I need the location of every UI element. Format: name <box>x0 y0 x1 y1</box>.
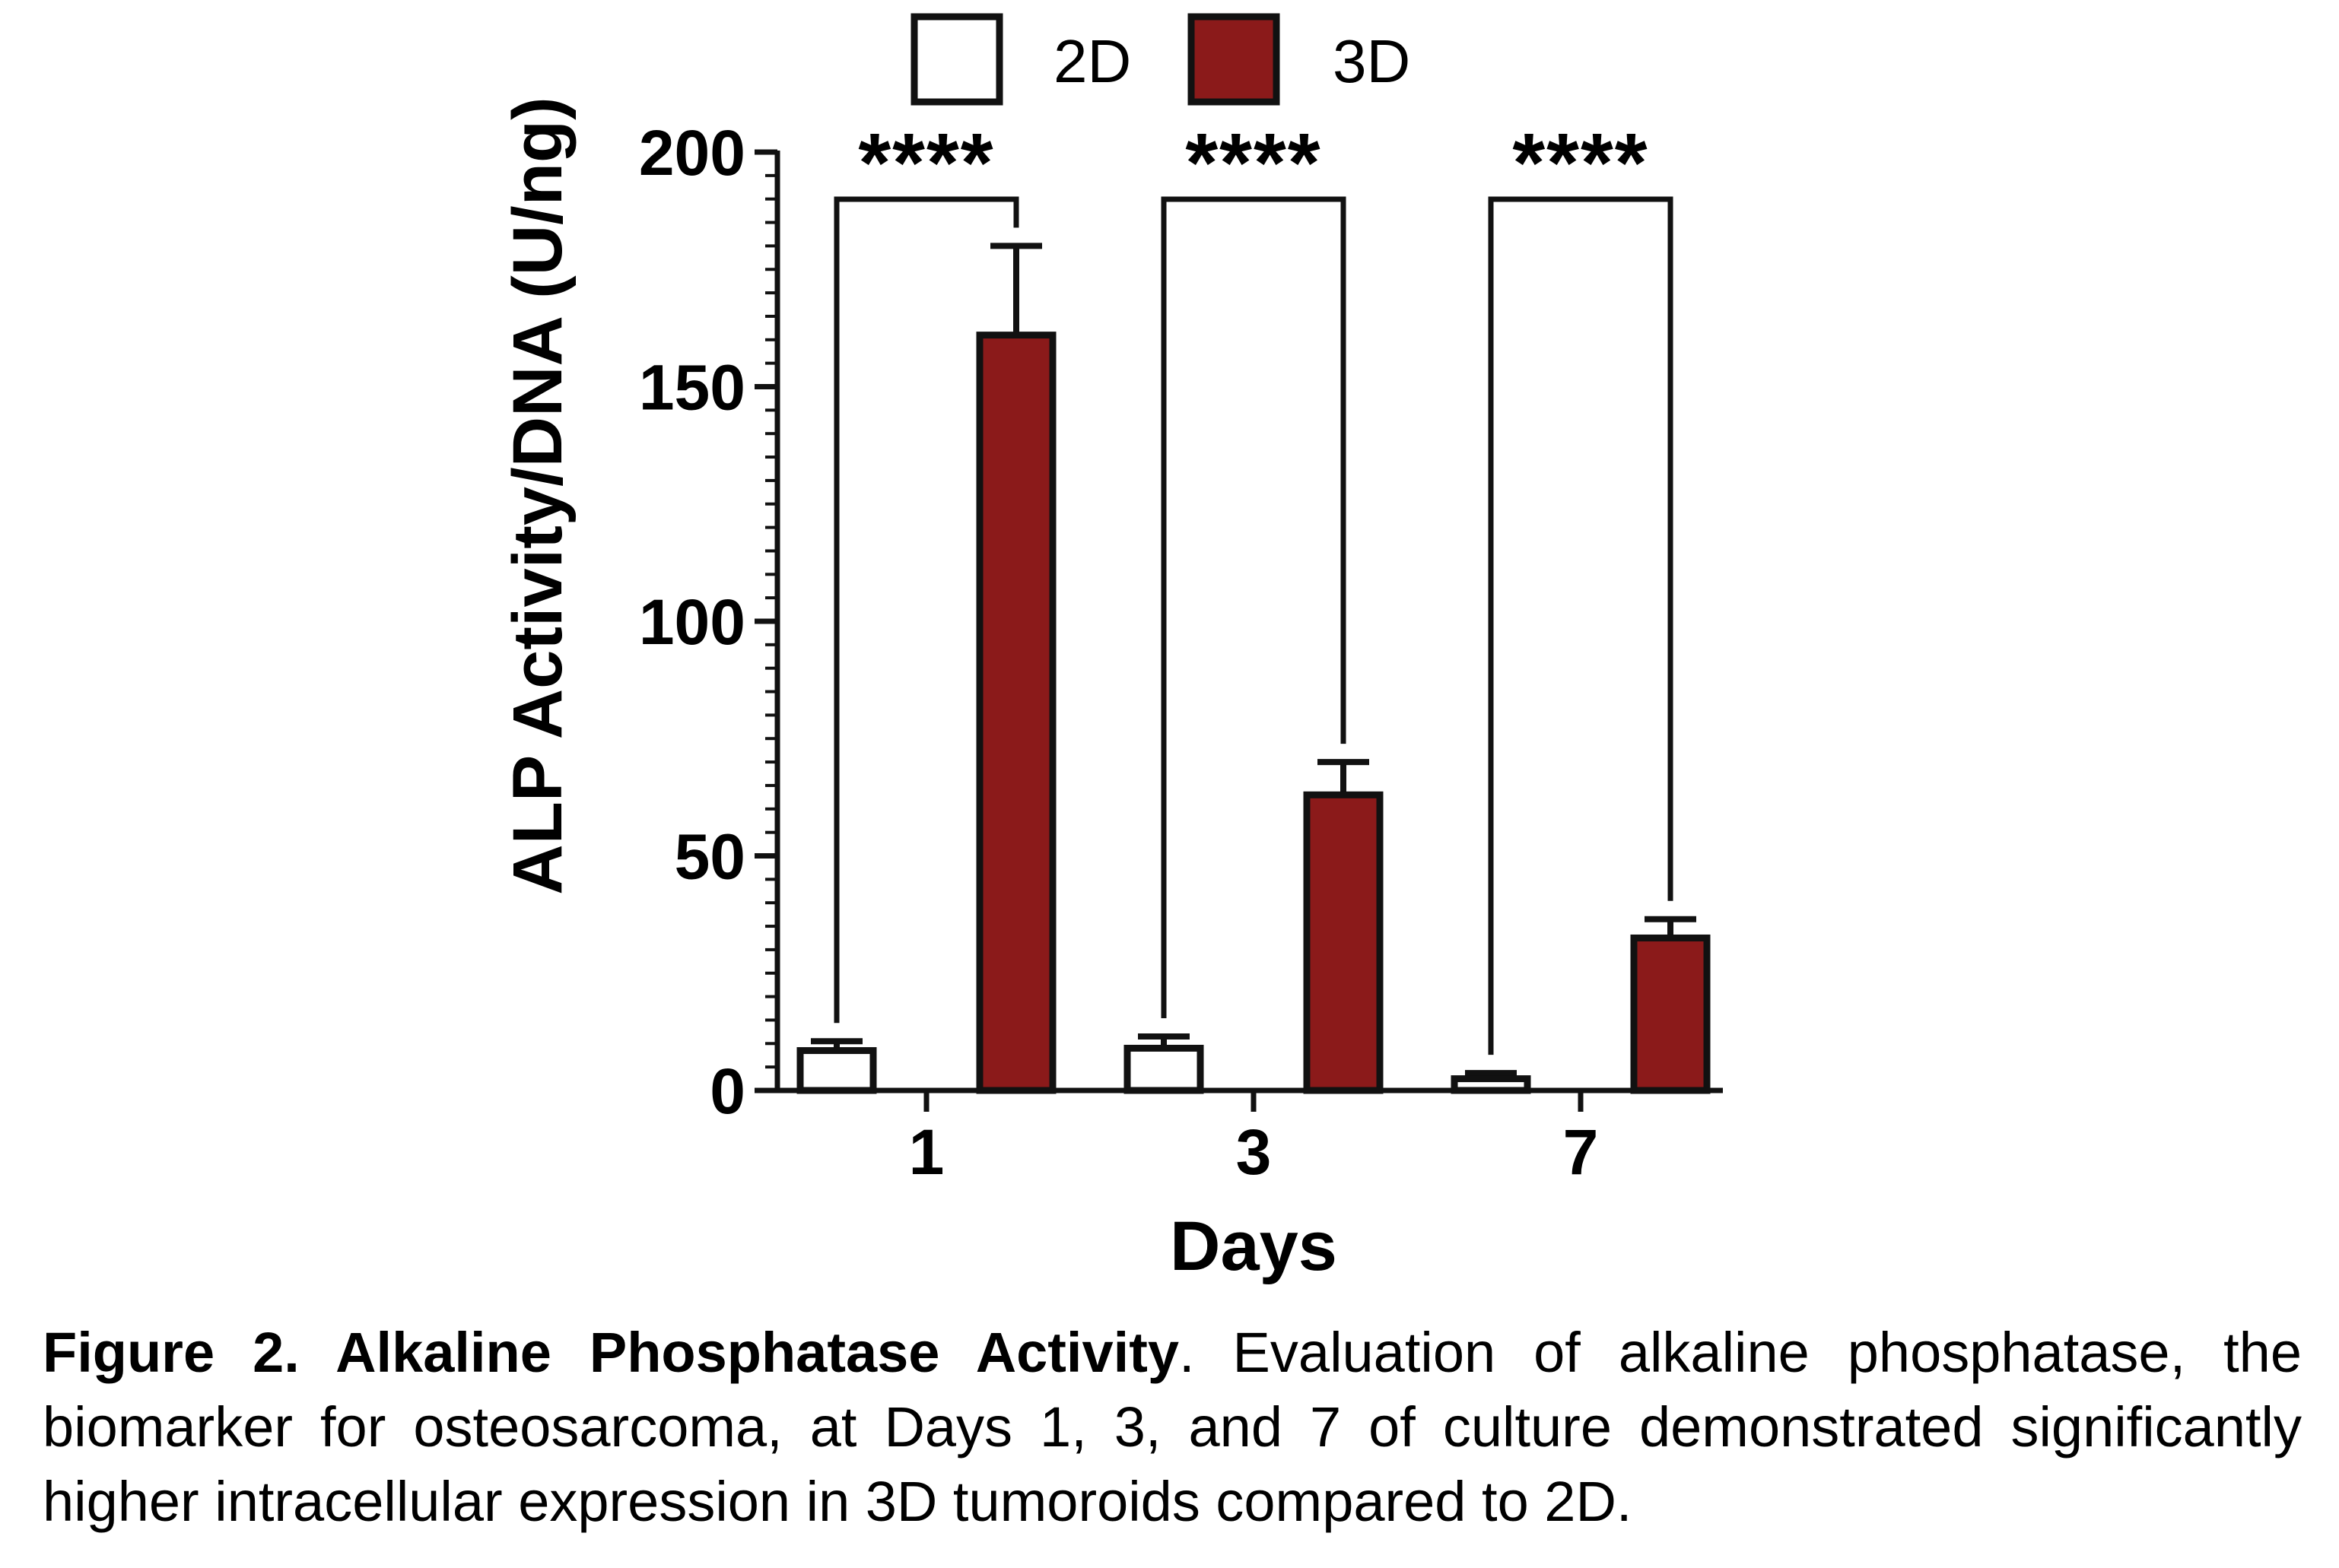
significance-label: **** <box>1185 116 1321 210</box>
y-axis-label: ALP Activity/DNA (U/ng) <box>499 97 577 895</box>
significance-brackets: **** **** **** <box>834 116 1673 1055</box>
bar-2D-day-7 <box>1451 1075 1531 1094</box>
chart: 2D 3D 0 50 100 150 200 1 3 7 **** **** **** ALP Ac… <box>499 13 1723 1285</box>
x-tick-label: 3 <box>1236 1116 1272 1188</box>
y-tick-label: 50 <box>675 821 745 893</box>
caption-text: . Evaluation of alkaline phosphatase, th… <box>43 1321 2302 1533</box>
x-tick-label: 1 <box>909 1116 945 1188</box>
y-tick-label: 100 <box>639 586 745 658</box>
figure-caption: Figure 2. Alkaline Phosphatase Activity.… <box>43 1316 2302 1539</box>
bar-2D-day-1 <box>796 1047 877 1094</box>
x-axis-label: Days <box>1170 1208 1337 1285</box>
significance-label: **** <box>1512 116 1648 210</box>
bar-3D-day-1 <box>976 332 1057 1094</box>
axes: 0 50 100 150 200 1 3 7 <box>639 117 1723 1188</box>
bars <box>796 243 1711 1094</box>
legend-label-3D: 3D <box>1333 27 1410 95</box>
bar-3D-day-7 <box>1630 934 1711 1094</box>
significance-bracket <box>1161 196 1346 1019</box>
y-tick-label: 150 <box>639 352 745 424</box>
legend-label-2D: 2D <box>1054 27 1131 95</box>
significance-bracket <box>834 196 1019 1024</box>
significance-label: **** <box>858 116 994 210</box>
significance-bracket <box>1488 196 1673 1055</box>
caption-title: Figure 2. Alkaline Phosphatase Activity <box>43 1321 1179 1384</box>
legend-swatch-2D <box>910 13 1003 106</box>
bar-2D-day-3 <box>1123 1044 1204 1094</box>
x-tick-label: 7 <box>1563 1116 1599 1188</box>
legend-swatch-3D <box>1187 13 1280 106</box>
y-tick-label: 0 <box>710 1055 745 1127</box>
y-tick-label: 200 <box>639 117 745 189</box>
legend: 2D 3D <box>910 13 1410 106</box>
bar-3D-day-3 <box>1303 791 1384 1094</box>
